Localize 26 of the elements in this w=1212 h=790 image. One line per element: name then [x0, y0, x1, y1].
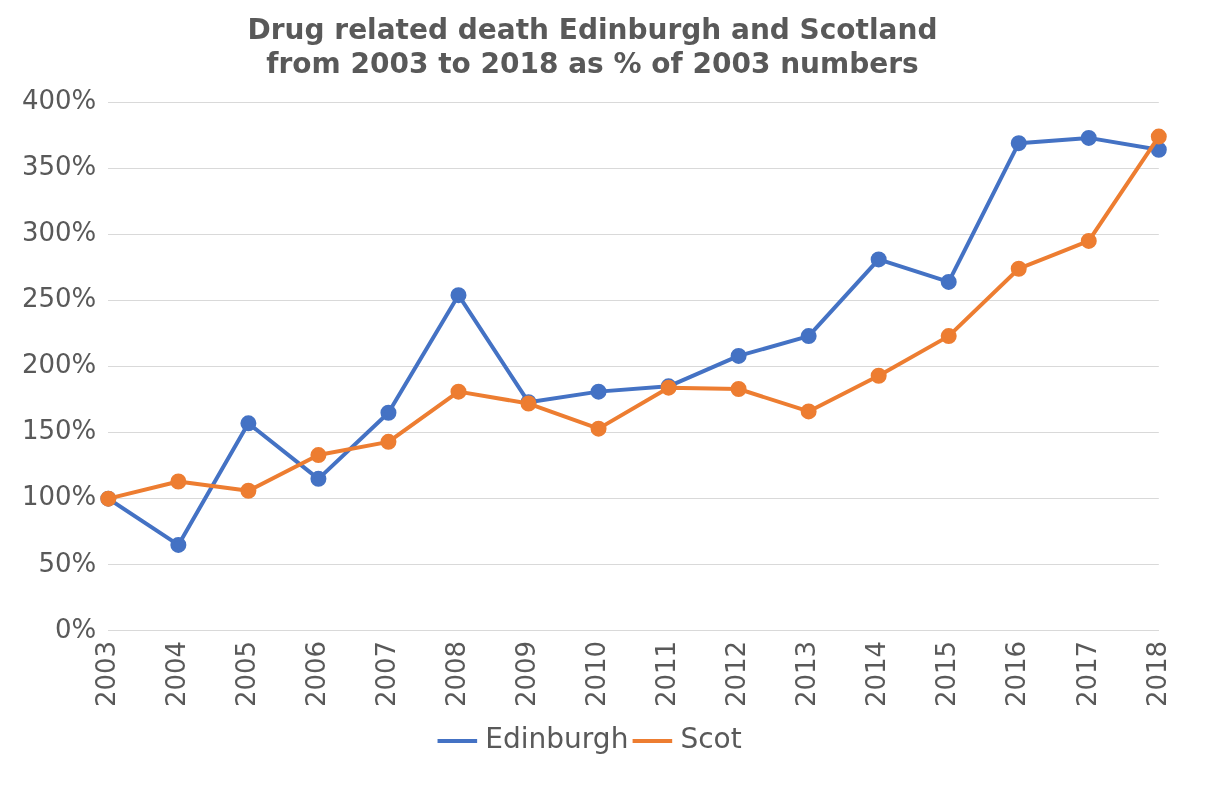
x-tick-label: 2008	[441, 640, 472, 707]
x-tick-label: 2007	[371, 640, 402, 707]
x-tick-label: 2012	[721, 640, 752, 707]
y-tick-label: 350%	[21, 151, 97, 182]
x-tick-label: 2009	[511, 640, 542, 707]
y-tick-label: 250%	[21, 283, 97, 314]
x-tick-label: 2006	[301, 640, 332, 707]
y-tick-label: 150%	[21, 415, 97, 446]
x-tick-label: 2004	[161, 640, 192, 707]
x-tick-label: 2014	[861, 640, 892, 707]
y-tick-label: 100%	[21, 481, 97, 512]
legend-label: Edinburgh	[485, 722, 629, 756]
chart-title: Drug related death Edinburgh and Scotland from 2003 to 2018 as % of 2003 numbers	[247, 13, 938, 80]
x-tick-label: 2016	[1001, 640, 1032, 707]
x-tick-label: 2017	[1071, 640, 1102, 707]
x-tick-label: 2013	[791, 640, 822, 707]
x-tick-label: 2015	[931, 640, 962, 707]
x-tick-label: 2018	[1141, 640, 1172, 707]
x-tick-label: 2011	[651, 640, 682, 707]
legend-label: Scot	[680, 722, 742, 756]
x-tick-label: 2010	[581, 640, 612, 707]
y-tick-label: 400%	[21, 84, 97, 115]
y-tick-label: 300%	[21, 217, 97, 248]
y-tick-label: 200%	[21, 349, 97, 380]
x-tick-label: 2005	[231, 640, 262, 707]
y-tick-label: 50%	[38, 547, 97, 578]
